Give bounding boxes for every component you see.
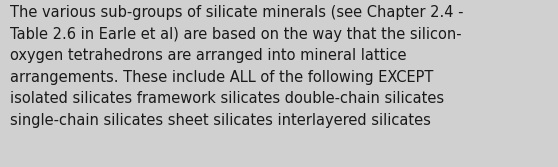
Text: The various sub-groups of silicate minerals (see Chapter 2.4 -
Table 2.6 in Earl: The various sub-groups of silicate miner… xyxy=(10,5,464,128)
